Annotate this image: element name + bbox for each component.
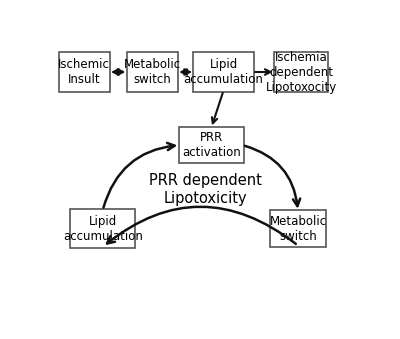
Text: PRR
activation: PRR activation: [182, 131, 240, 159]
FancyBboxPatch shape: [274, 53, 328, 92]
FancyBboxPatch shape: [270, 210, 326, 247]
Text: Lipid
accumulation: Lipid accumulation: [63, 215, 143, 243]
Text: Metabolic
switch: Metabolic switch: [270, 215, 326, 243]
FancyBboxPatch shape: [179, 127, 244, 163]
Text: Metabolic
switch: Metabolic switch: [124, 58, 181, 86]
FancyArrowPatch shape: [104, 143, 175, 208]
Text: PRR dependent
Lipotoxicity: PRR dependent Lipotoxicity: [148, 173, 262, 206]
Text: Lipid
accumulation: Lipid accumulation: [184, 58, 264, 86]
FancyArrowPatch shape: [245, 146, 300, 206]
Text: Ischemia
dependent
Lipotoxocity: Ischemia dependent Lipotoxocity: [266, 51, 337, 94]
FancyBboxPatch shape: [127, 53, 178, 92]
FancyBboxPatch shape: [70, 209, 135, 248]
FancyBboxPatch shape: [58, 53, 110, 92]
FancyArrowPatch shape: [107, 207, 296, 244]
Text: Ischemic
Insult: Ischemic Insult: [58, 58, 110, 86]
FancyBboxPatch shape: [193, 53, 254, 92]
